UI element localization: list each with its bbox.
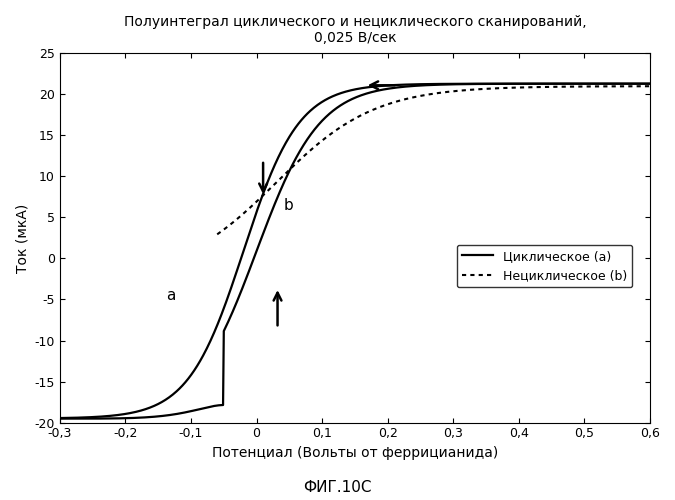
Text: ФИГ.10С: ФИГ.10С bbox=[303, 480, 372, 495]
Legend: Циклическое (a), Нециклическое (b): Циклическое (a), Нециклическое (b) bbox=[456, 245, 632, 287]
X-axis label: Потенциал (Вольты от феррицианида): Потенциал (Вольты от феррицианида) bbox=[212, 446, 498, 460]
Y-axis label: Ток (мкА): Ток (мкА) bbox=[15, 204, 29, 272]
Title: Полуинтеграл циклического и нециклического сканирований,
0,025 В/сек: Полуинтеграл циклического и нециклическо… bbox=[124, 15, 587, 45]
Text: a: a bbox=[167, 288, 176, 303]
Text: b: b bbox=[283, 198, 293, 212]
